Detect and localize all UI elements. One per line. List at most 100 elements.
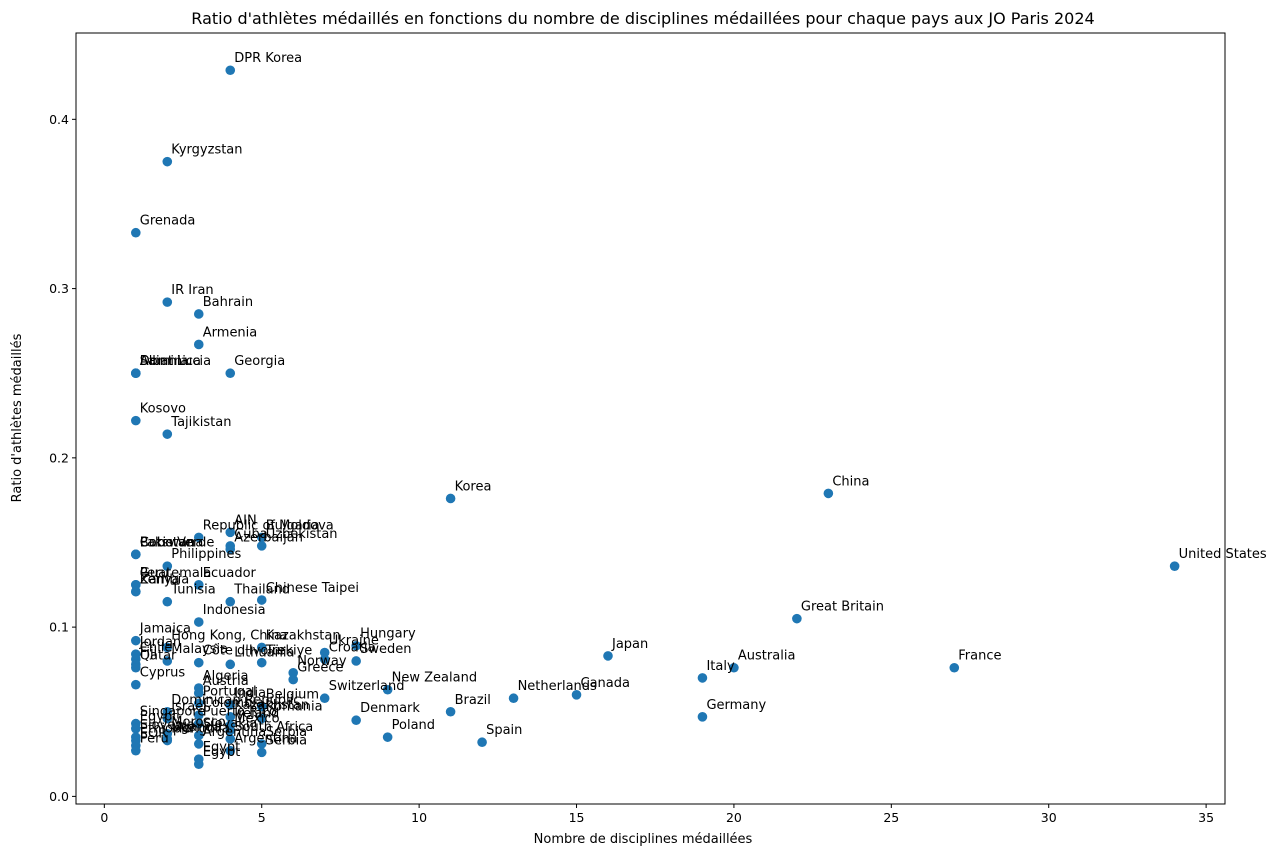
- point-label: Ethiopia: [140, 722, 193, 737]
- point-label: Algeria: [203, 669, 249, 684]
- point-label: Cuba: [234, 527, 268, 542]
- data-point: [351, 640, 361, 651]
- point-label: Egypt: [203, 740, 241, 755]
- data-point: [256, 642, 267, 653]
- data-point: [162, 656, 173, 666]
- point-label: Botswana: [140, 535, 204, 550]
- data-point: [571, 690, 582, 700]
- point-label: Pakistan: [140, 535, 194, 550]
- plot-frame: [75, 32, 1226, 805]
- data-point: [193, 339, 204, 350]
- point-label: Bahrain: [203, 295, 253, 310]
- data-point: [792, 613, 802, 624]
- point-label: Peru: [140, 732, 169, 747]
- data-point: [193, 759, 204, 770]
- data-point: [162, 596, 173, 607]
- x-tick-label: 0: [100, 810, 108, 825]
- data-point: [131, 227, 141, 238]
- y-tick-label: 0.4: [49, 112, 69, 127]
- data-point: [823, 488, 834, 499]
- point-label: Great Britain: [801, 600, 884, 615]
- data-point: [603, 651, 613, 661]
- point-label: Hong Kong, China: [171, 628, 287, 643]
- data-point: [225, 712, 236, 722]
- point-label: Mongolia: [171, 722, 230, 737]
- point-label: Denmark: [360, 701, 420, 716]
- point-label: Saint Lucia: [140, 354, 211, 369]
- y-axis-ticks: 0.0 0.1 0.2 0.3 0.4: [49, 112, 76, 804]
- point-label: Albania: [140, 354, 189, 369]
- data-point: [445, 706, 456, 717]
- data-point: [162, 706, 173, 717]
- data-point: [162, 642, 173, 653]
- data-point: [319, 693, 330, 704]
- x-tick-label: 35: [1198, 810, 1214, 825]
- point-label: Argentina: [203, 725, 266, 740]
- data-point: [256, 595, 267, 605]
- data-point: [256, 541, 267, 551]
- data-point: [193, 710, 204, 720]
- data-point: [193, 739, 204, 749]
- point-label: Türkiye: [265, 644, 313, 659]
- data-point: [225, 65, 236, 76]
- data-point: [131, 723, 141, 734]
- data-point: [131, 368, 141, 379]
- data-point: [351, 656, 361, 666]
- point-label: Uganda: [171, 720, 221, 735]
- point-label: Argentina: [234, 732, 297, 747]
- data-point: [949, 662, 960, 673]
- point-label: Guatemala: [140, 566, 212, 581]
- point-label: Belgium: [266, 688, 319, 703]
- point-label: Kyrgyzstan: [171, 143, 242, 158]
- y-tick-label: 0.3: [49, 281, 69, 296]
- point-label: Colombia: [203, 696, 264, 711]
- data-point: [131, 635, 141, 646]
- point-label: Serbia: [266, 725, 307, 740]
- data-point: [256, 739, 267, 749]
- point-label: Portugal: [203, 684, 257, 699]
- point-label: India: [234, 686, 266, 701]
- x-axis-ticks: 0 5 10 15 20 25 30 35: [100, 804, 1214, 825]
- point-label: Zambia: [140, 573, 189, 588]
- x-tick-label: 15: [569, 810, 585, 825]
- point-label: Indonesia: [203, 603, 266, 618]
- point-label: Mexico: [234, 711, 279, 726]
- data-point: [193, 718, 204, 729]
- point-label: Armenia: [203, 325, 258, 340]
- point-label: Israel: [171, 700, 207, 715]
- data-point: [131, 586, 141, 597]
- point-label: Chile: [140, 640, 173, 655]
- x-tick-label: 30: [1041, 810, 1057, 825]
- point-label: Germany: [706, 698, 766, 713]
- point-label: France: [958, 649, 1001, 664]
- x-tick-label: 25: [883, 810, 899, 825]
- point-label: New Zealand: [392, 671, 477, 686]
- data-point: [162, 561, 173, 571]
- data-point: [225, 734, 236, 744]
- point-label: Ireland: [234, 706, 279, 721]
- point-label: Dominica: [140, 354, 201, 369]
- point-label: Thailand: [233, 583, 290, 598]
- point-label: Serbia: [266, 733, 307, 748]
- data-point: [697, 712, 708, 722]
- point-label: AIN: [234, 513, 256, 528]
- data-point: [225, 368, 236, 379]
- point-label: DPR Korea: [234, 51, 302, 66]
- data-point: [256, 747, 267, 758]
- point-label: Fiji: [140, 645, 157, 660]
- data-point: [225, 700, 236, 710]
- point-label: Kosovo: [140, 402, 186, 417]
- point-label: Poland: [392, 718, 435, 733]
- point-label: Georgia: [234, 354, 285, 369]
- data-point: [256, 713, 267, 724]
- data-point: [256, 532, 267, 543]
- point-label: Ukraine: [329, 634, 379, 649]
- point-label: Uzbekistan: [266, 527, 338, 542]
- data-point: [729, 662, 739, 673]
- point-label: Austria: [203, 674, 249, 689]
- point-label: Tunisia: [170, 583, 215, 598]
- data-point: [225, 596, 236, 607]
- point-label: Korea: [455, 479, 492, 494]
- data-point: [131, 415, 141, 426]
